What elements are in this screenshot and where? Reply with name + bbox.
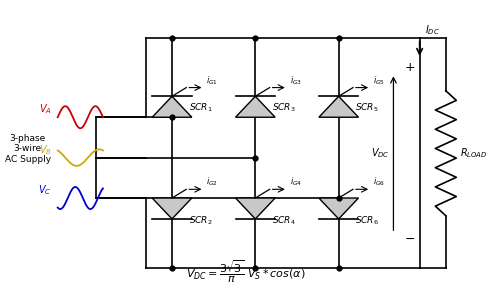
Text: $V_{DC}$: $V_{DC}$ bbox=[371, 146, 389, 160]
Text: $i_{G2}$: $i_{G2}$ bbox=[206, 176, 218, 188]
Polygon shape bbox=[152, 96, 192, 117]
Polygon shape bbox=[319, 96, 358, 117]
Text: $V_{DC} = \dfrac{3\sqrt{3}}{\pi}\ V_S * cos(\alpha)$: $V_{DC} = \dfrac{3\sqrt{3}}{\pi}\ V_S * … bbox=[186, 259, 306, 285]
Text: $i_{G1}$: $i_{G1}$ bbox=[206, 74, 218, 87]
Polygon shape bbox=[236, 96, 275, 117]
Text: $I_{DC}$: $I_{DC}$ bbox=[425, 23, 440, 37]
Polygon shape bbox=[152, 198, 192, 219]
Text: +: + bbox=[405, 61, 416, 74]
Text: $V_B$: $V_B$ bbox=[38, 143, 52, 157]
Text: $R_{LOAD}$: $R_{LOAD}$ bbox=[460, 146, 488, 160]
Text: −: − bbox=[405, 232, 416, 246]
Text: $SCR_2$: $SCR_2$ bbox=[189, 214, 212, 227]
Text: $SCR_3$: $SCR_3$ bbox=[272, 102, 296, 114]
Text: $SCR_1$: $SCR_1$ bbox=[189, 102, 212, 114]
Text: $i_{G5}$: $i_{G5}$ bbox=[373, 74, 385, 87]
Polygon shape bbox=[236, 198, 275, 219]
Text: $i_{G4}$: $i_{G4}$ bbox=[289, 176, 302, 188]
Polygon shape bbox=[319, 198, 358, 219]
Text: $i_{G3}$: $i_{G3}$ bbox=[289, 74, 302, 87]
Text: $SCR_4$: $SCR_4$ bbox=[272, 214, 296, 227]
Text: $i_{G6}$: $i_{G6}$ bbox=[373, 176, 385, 188]
Text: $SCR_6$: $SCR_6$ bbox=[355, 214, 379, 227]
Text: $V_C$: $V_C$ bbox=[38, 183, 52, 197]
Text: $V_A$: $V_A$ bbox=[38, 102, 52, 116]
Text: $SCR_5$: $SCR_5$ bbox=[355, 102, 379, 114]
Text: 3-phase
3-wire
AC Supply: 3-phase 3-wire AC Supply bbox=[4, 134, 51, 164]
